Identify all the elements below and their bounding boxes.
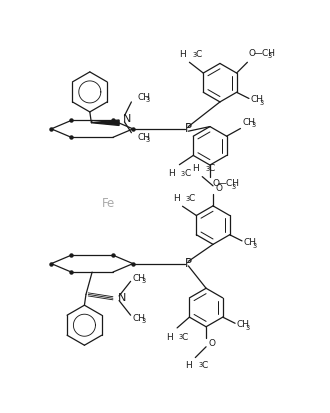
Text: C: C [182,332,188,342]
Text: 3: 3 [141,318,146,324]
Text: N: N [117,293,126,303]
Text: H: H [168,169,175,178]
Text: N: N [123,114,131,124]
Text: C: C [185,169,191,178]
Text: H: H [173,194,180,203]
Text: —CH: —CH [253,48,276,57]
Text: Fe: Fe [102,197,115,210]
Text: 3: 3 [145,97,149,103]
Text: 3: 3 [185,195,190,202]
Text: H: H [166,332,173,342]
Text: O: O [212,179,219,188]
Text: 3: 3 [192,52,197,57]
Text: 3: 3 [267,53,272,59]
Text: 3: 3 [253,242,257,249]
Text: CH: CH [138,93,150,102]
Text: C: C [189,194,195,203]
Text: H: H [185,361,192,370]
Text: 3: 3 [198,362,203,368]
Text: 3: 3 [181,171,185,177]
Text: CH: CH [244,238,256,247]
Text: 3: 3 [232,184,236,190]
Text: O: O [215,184,222,192]
Text: 3: 3 [205,166,210,172]
Text: H: H [192,164,199,173]
Text: CH: CH [237,320,249,329]
Text: CH: CH [242,118,255,127]
Text: P: P [185,257,192,270]
Text: CH: CH [138,133,150,142]
Polygon shape [91,120,119,126]
Text: CH: CH [132,314,145,323]
Text: C: C [196,50,202,59]
Text: 3: 3 [246,325,250,331]
Text: —CH: —CH [218,179,240,188]
Text: 3: 3 [145,138,149,143]
Text: 3: 3 [179,334,183,340]
Text: 3: 3 [141,278,146,284]
Text: O: O [248,48,255,57]
Text: CH: CH [250,95,263,104]
Text: P: P [185,122,192,135]
Text: CH: CH [132,274,145,283]
Text: O: O [209,339,215,348]
Text: C: C [201,361,208,370]
Text: 3: 3 [260,100,264,106]
Text: H: H [180,50,186,59]
Text: C: C [209,164,214,173]
Text: 3: 3 [251,122,255,128]
